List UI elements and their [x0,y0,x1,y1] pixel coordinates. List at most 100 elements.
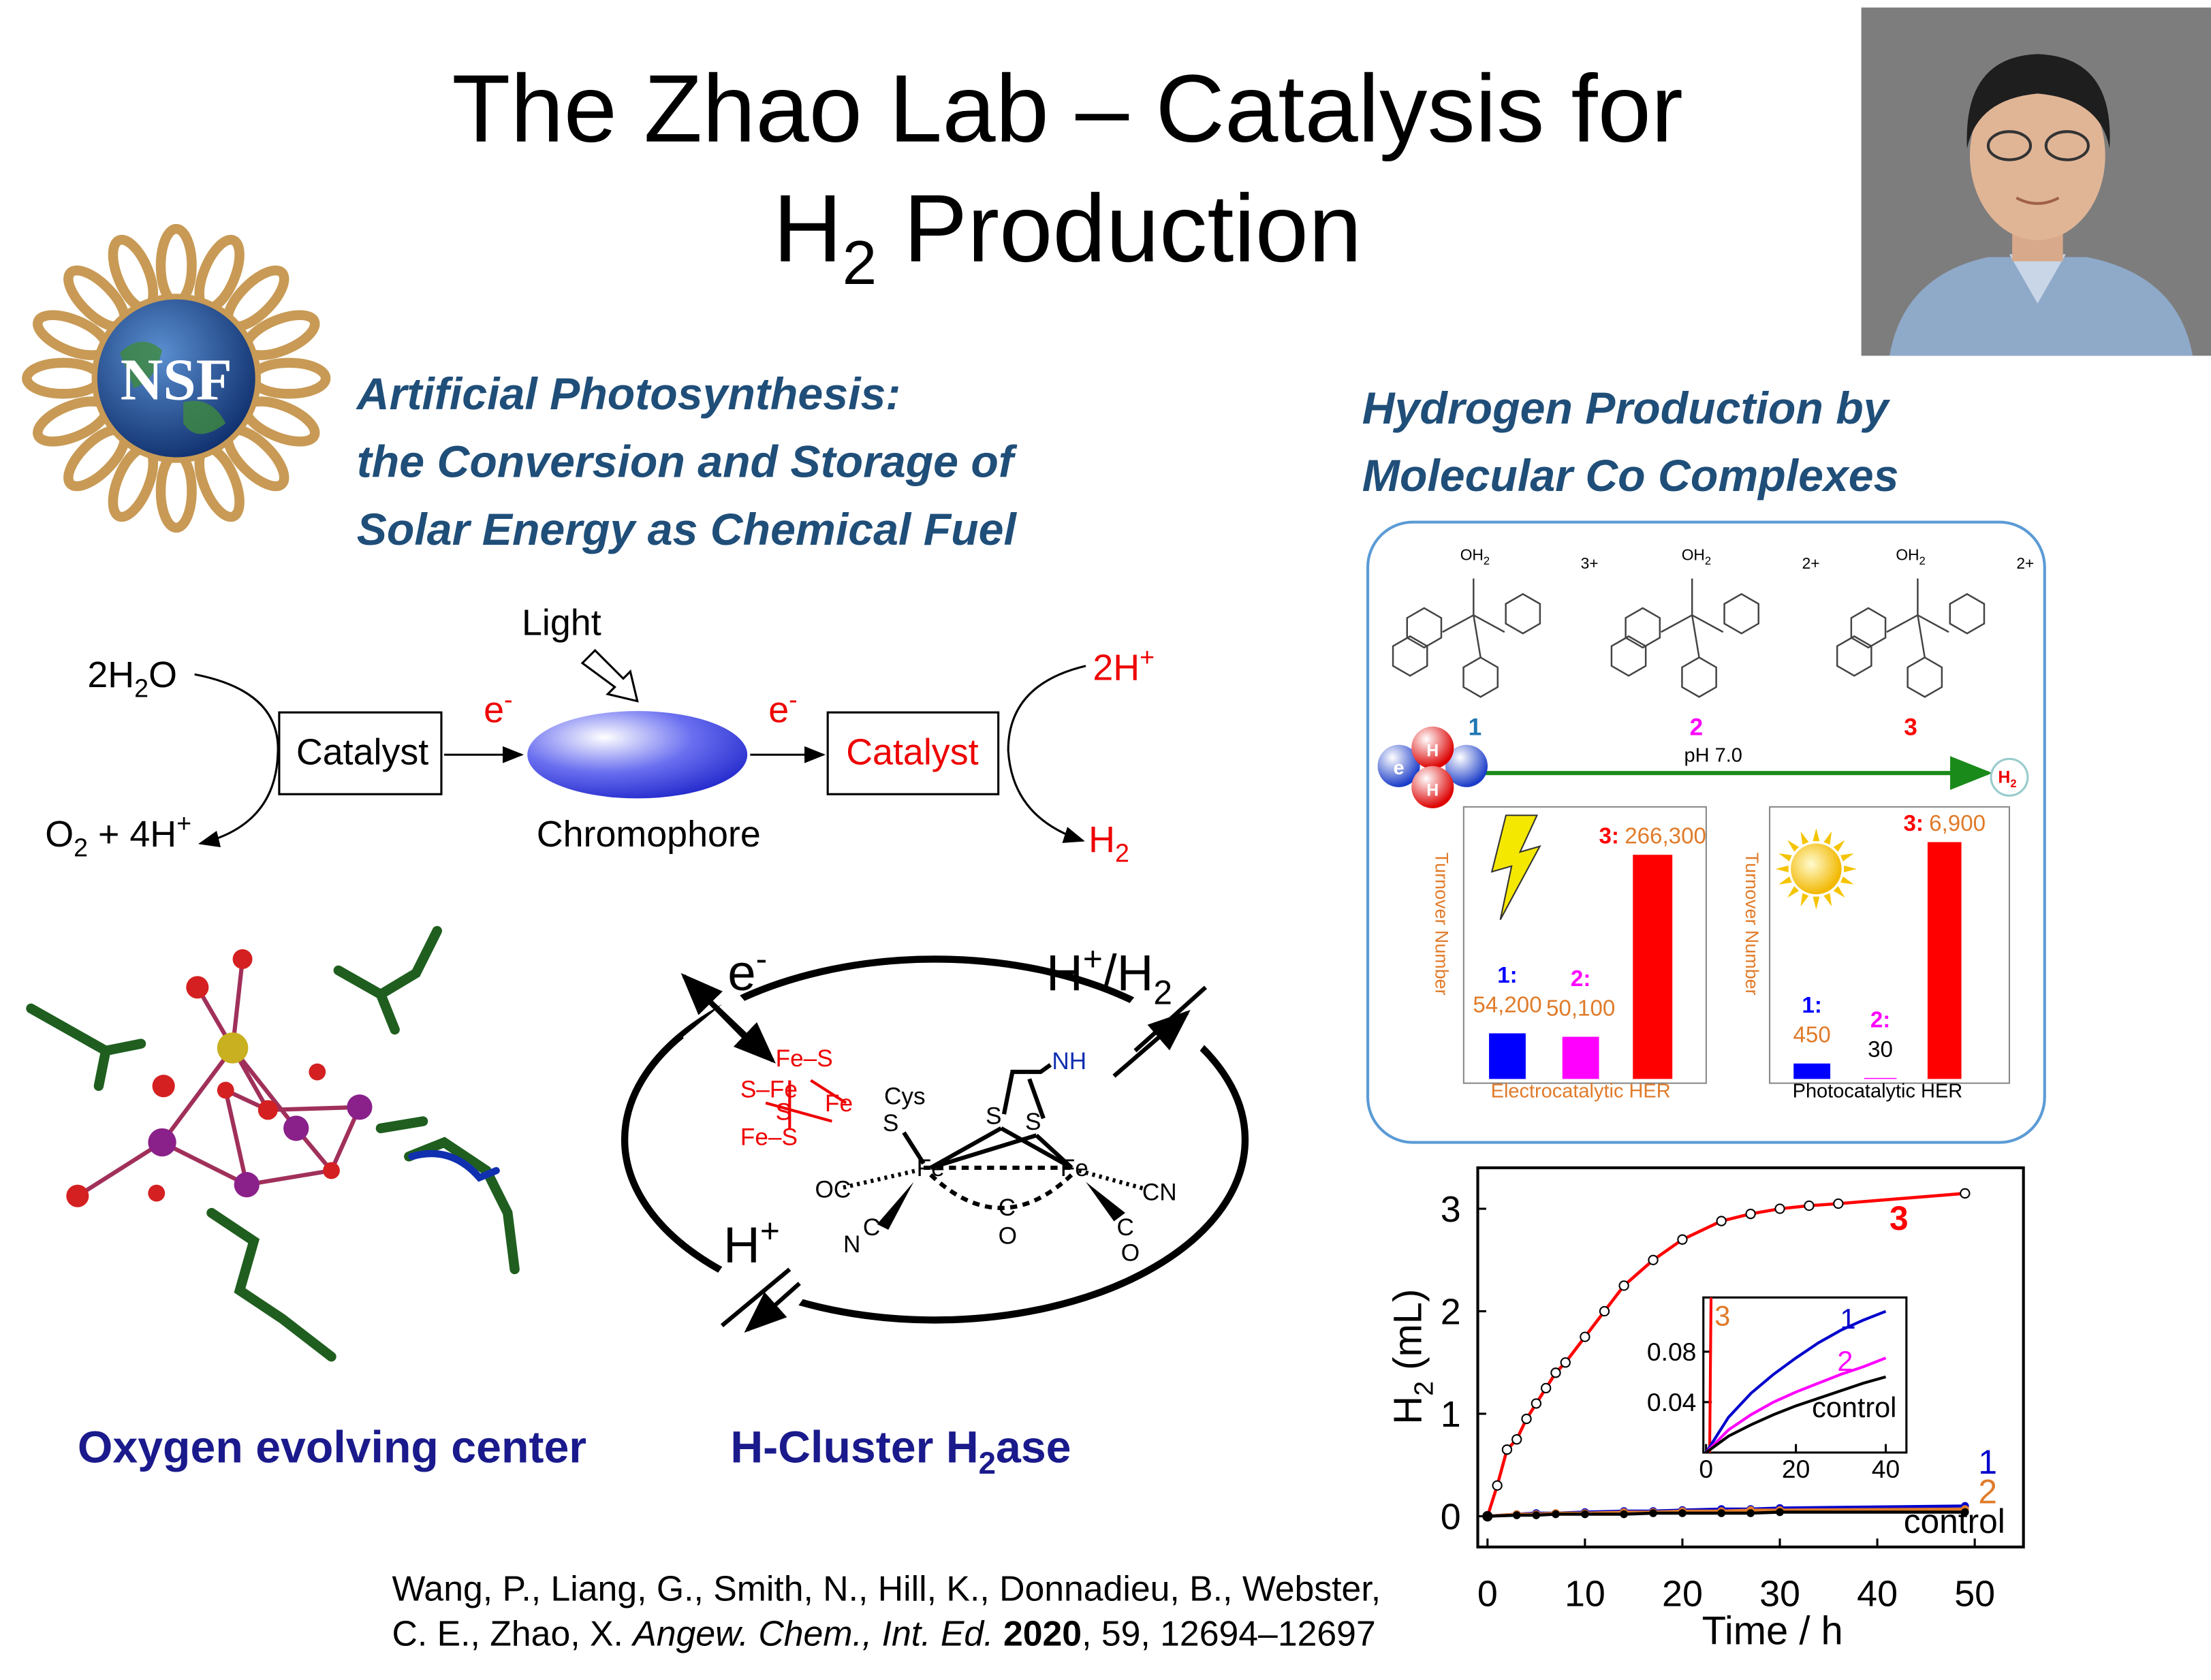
oec-structure-part-part [66,1184,89,1207]
category-label: 2: [1870,1007,1890,1032]
photosynthesis-scheme-part: e- [768,685,797,731]
citation-part-part: C. E., Zhao, X. [392,1614,633,1653]
photosynthesis-scheme-part: e- [484,685,512,731]
ring [1723,592,1759,635]
nsf-logo: NSF [22,223,331,533]
co-complex-panel-part [1490,814,1541,920]
structure-label: O [1121,1239,1140,1266]
structure-label: Fe–S [740,1124,798,1151]
oec-structure-part-part [232,949,253,969]
value-label: 30 [1868,1037,1893,1062]
complex-number: 2 [1690,714,1704,740]
structure-label: S [776,1098,791,1125]
series-label: 3 [1889,1199,1909,1237]
portrait-photo-part [1889,257,2193,356]
logo-ray [155,223,197,307]
photosynthesis-scheme-part-part: + [1140,643,1155,671]
left-heading-part: the Conversion and Storage of [357,437,1018,487]
complex-charge: 2+ [2016,554,2034,572]
structure-label: C [863,1214,880,1241]
oec-structure-part-part [245,1168,334,1187]
portrait-photo-part [1986,130,2033,161]
h-cluster-diagram-part [765,1079,847,1128]
captions-part-part: ase [996,1422,1071,1472]
structure-label: C [999,1194,1016,1221]
x-tick-label: 30 [1759,1574,1800,1615]
h-cluster-diagram-part [621,955,1249,1324]
x-tick-label: 40 [1857,1574,1898,1615]
oec-structure-part-part [230,1045,298,1130]
data-point [1620,1510,1628,1519]
h-cluster-diagram-part-part [1000,1126,1073,1170]
value-label: 450 [1793,1023,1831,1048]
data-point [1833,1198,1844,1209]
ring [1836,635,1872,677]
oec-structure-part-part [159,1045,235,1145]
h-cluster-diagram-part-part [765,1101,832,1123]
logo-ray [247,358,331,399]
sun-ray [1833,886,1845,898]
h-cluster-diagram-part-part: H [723,1217,760,1273]
sun-ray [1778,876,1792,885]
category-label: 1: [1802,993,1821,1018]
data-point [1550,1367,1561,1378]
series-label: control [1904,1502,2005,1540]
oec-structure-part [408,1150,500,1182]
citation-part: Wang, P., Liang, G., Smith, N., Hill, K.… [392,1568,1381,1608]
captions-part-part: H-Cluster H [730,1422,978,1472]
h-cluster-diagram-part-part [1112,1010,1191,1078]
sun-ray [1787,840,1800,852]
photosynthesis-scheme-part-part: 2H [1093,648,1140,688]
complex-charge: 3+ [1581,554,1599,572]
co-complex-panel-part [1445,744,1488,787]
portrait-photo-part [2044,130,2090,161]
plot-frame [1702,1296,1908,1454]
product: 2 [2010,777,2016,790]
y-tick-label: 1 [1441,1394,1461,1435]
sun-ray [1844,866,1857,872]
h-cluster-diagram-part-part: + [760,1212,780,1250]
photosynthesis-scheme-part-part: O [148,654,177,695]
oec-structure-part-part [309,1063,326,1081]
h-cluster-diagram-part-part: - [756,940,768,978]
proton: H [1426,781,1439,799]
water-ligand: 2 [1919,554,1926,567]
citation-part: C. E., Zhao, X. Angew. Chem., Int. Ed. 2… [392,1614,1376,1653]
data-point [1531,1398,1542,1409]
x-tick-label: 20 [1662,1574,1703,1615]
data-point [1501,1444,1513,1455]
h-cluster-diagram-part-part: e [727,945,755,1001]
photosynthesis-scheme-part: Light [522,602,601,643]
structure-label: Fe–S [776,1045,833,1072]
complex-number: 1 [1469,714,1482,740]
structure-label: N [843,1231,860,1258]
h-cluster-diagram-part-part [902,1131,926,1165]
h-cluster-diagram-part-part [1035,1133,1073,1170]
nsf-logo-part: NSF [121,347,232,413]
co-complex-panel-part [1411,765,1454,808]
x-tick-label: 0 [1699,1455,1713,1483]
photosynthesis-scheme-part-part: - [789,685,798,714]
y-axis-label: H [1387,1396,1430,1425]
sun-ray [1800,831,1809,845]
sun-ray [1800,893,1809,907]
title-part: The Zhao Lab – Catalysis for [452,55,1682,162]
bar [1864,1077,1897,1079]
product: H [1998,769,2010,787]
value-label: 54,200 [1473,992,1541,1017]
data-point [1581,1510,1589,1519]
captions-part-part: 2 [979,1446,996,1480]
complex-number: 3 [1904,714,1917,740]
y-tick-label: 0 [1441,1496,1461,1537]
h-cluster-diagram-part-part [1078,1168,1146,1191]
data-point [1960,1188,1971,1199]
photosynthesis-scheme-part-part: + [176,809,191,838]
ring [1907,656,1943,698]
photosynthesis-scheme-part-part: e [484,690,504,731]
data-point [1677,1234,1688,1245]
oec-structure-part-part [159,1140,249,1187]
citation-part-part: Angew. Chem., Int. Ed. [631,1614,993,1653]
co-complex-panel-part [1392,578,1986,698]
oec-structure-part-part [375,1116,428,1134]
oec-structure-part-part [333,925,442,1035]
